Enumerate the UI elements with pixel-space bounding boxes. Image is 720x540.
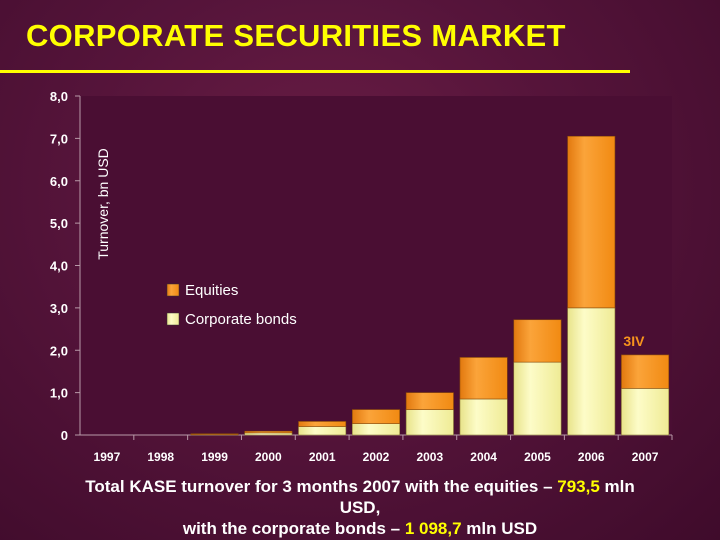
y-tick-label: 5,0: [50, 216, 68, 231]
x-tick-label-2000: 2000: [255, 450, 282, 464]
bar-corporate-bonds-2003: [405, 409, 454, 436]
bar-equities-2001: [298, 421, 347, 427]
legend-swatch: [166, 283, 180, 297]
page-title: CORPORATE SECURITIES MARKET: [26, 18, 566, 53]
bar-equities-2004: [459, 357, 508, 400]
bonds-total-value: 1 098,7: [404, 519, 462, 538]
y-tick-label: 8,0: [50, 89, 68, 104]
y-tick-label: 1,0: [50, 386, 68, 401]
bar-corporate-bonds-2002: [352, 423, 400, 436]
legend-label: Equities: [185, 282, 238, 299]
x-tick-label-2004: 2004: [470, 450, 497, 464]
title-underline: [0, 70, 630, 73]
bar-equities-2007: [621, 354, 670, 389]
legend-swatch: [166, 312, 180, 326]
equities-total-value: 793,5: [557, 477, 600, 496]
x-tick-label-2002: 2002: [363, 450, 390, 464]
y-tick-label: 3,0: [50, 301, 68, 316]
bar-equities-2005: [513, 319, 562, 363]
y-tick-label: 4,0: [50, 259, 68, 274]
y-tick-label: 6,0: [50, 174, 68, 189]
bar-corporate-bonds-2004: [459, 398, 508, 436]
bar-corporate-bonds-2006: [567, 307, 616, 436]
y-tick-label: 0: [61, 428, 68, 443]
legend-label: Corporate bonds: [185, 311, 297, 328]
summary-caption: Total KASE turnover for 3 months 2007 wi…: [10, 476, 710, 539]
bar-equities-2003: [405, 392, 454, 410]
caption-line-3-prefix: with the corporate bonds –: [182, 519, 405, 538]
bar-corporate-bonds-2005: [513, 361, 562, 436]
bar-corporate-bonds-2000: [244, 432, 293, 436]
bar-corporate-bonds-2007: [621, 388, 670, 436]
caption-line-3: with the corporate bonds – 1 098,7 mln U…: [10, 518, 710, 539]
x-tick-label-2005: 2005: [524, 450, 551, 464]
bar-corporate-bonds-2001: [298, 426, 347, 436]
x-tick-label-2003: 2003: [416, 450, 443, 464]
y-axis-label: Turnover, bn USD: [95, 148, 111, 260]
annotation-3iv: 3IV: [623, 333, 645, 349]
caption-line-1-prefix: Total KASE turnover for 3 months 2007 wi…: [85, 477, 558, 496]
bar-equities-2000: [244, 430, 293, 434]
caption-line-1: Total KASE turnover for 3 months 2007 wi…: [10, 476, 710, 497]
x-tick-label-2007: 2007: [632, 450, 659, 464]
y-tick-label: 2,0: [50, 343, 68, 358]
x-tick-label-1998: 1998: [147, 450, 174, 464]
x-tick-label-2001: 2001: [309, 450, 336, 464]
x-tick-label-2006: 2006: [578, 450, 605, 464]
turnover-chart: 0 1,0 2,0 3,0 4,0 5,0 6,0 7,0 8,0 Turnover, bn US…: [50, 89, 673, 464]
y-tick-label: 7,0: [50, 131, 68, 146]
bar-equities-2006: [567, 135, 616, 309]
caption-line-1-suffix: mln: [599, 477, 635, 496]
x-tick-label-1999: 1999: [201, 450, 228, 464]
caption-line-3-suffix: mln USD: [461, 519, 538, 538]
x-tick-label-1997: 1997: [94, 450, 121, 464]
bar-equities-1999: [190, 433, 239, 435]
caption-line-2: USD,: [339, 498, 381, 517]
bar-equities-2002: [352, 409, 400, 424]
